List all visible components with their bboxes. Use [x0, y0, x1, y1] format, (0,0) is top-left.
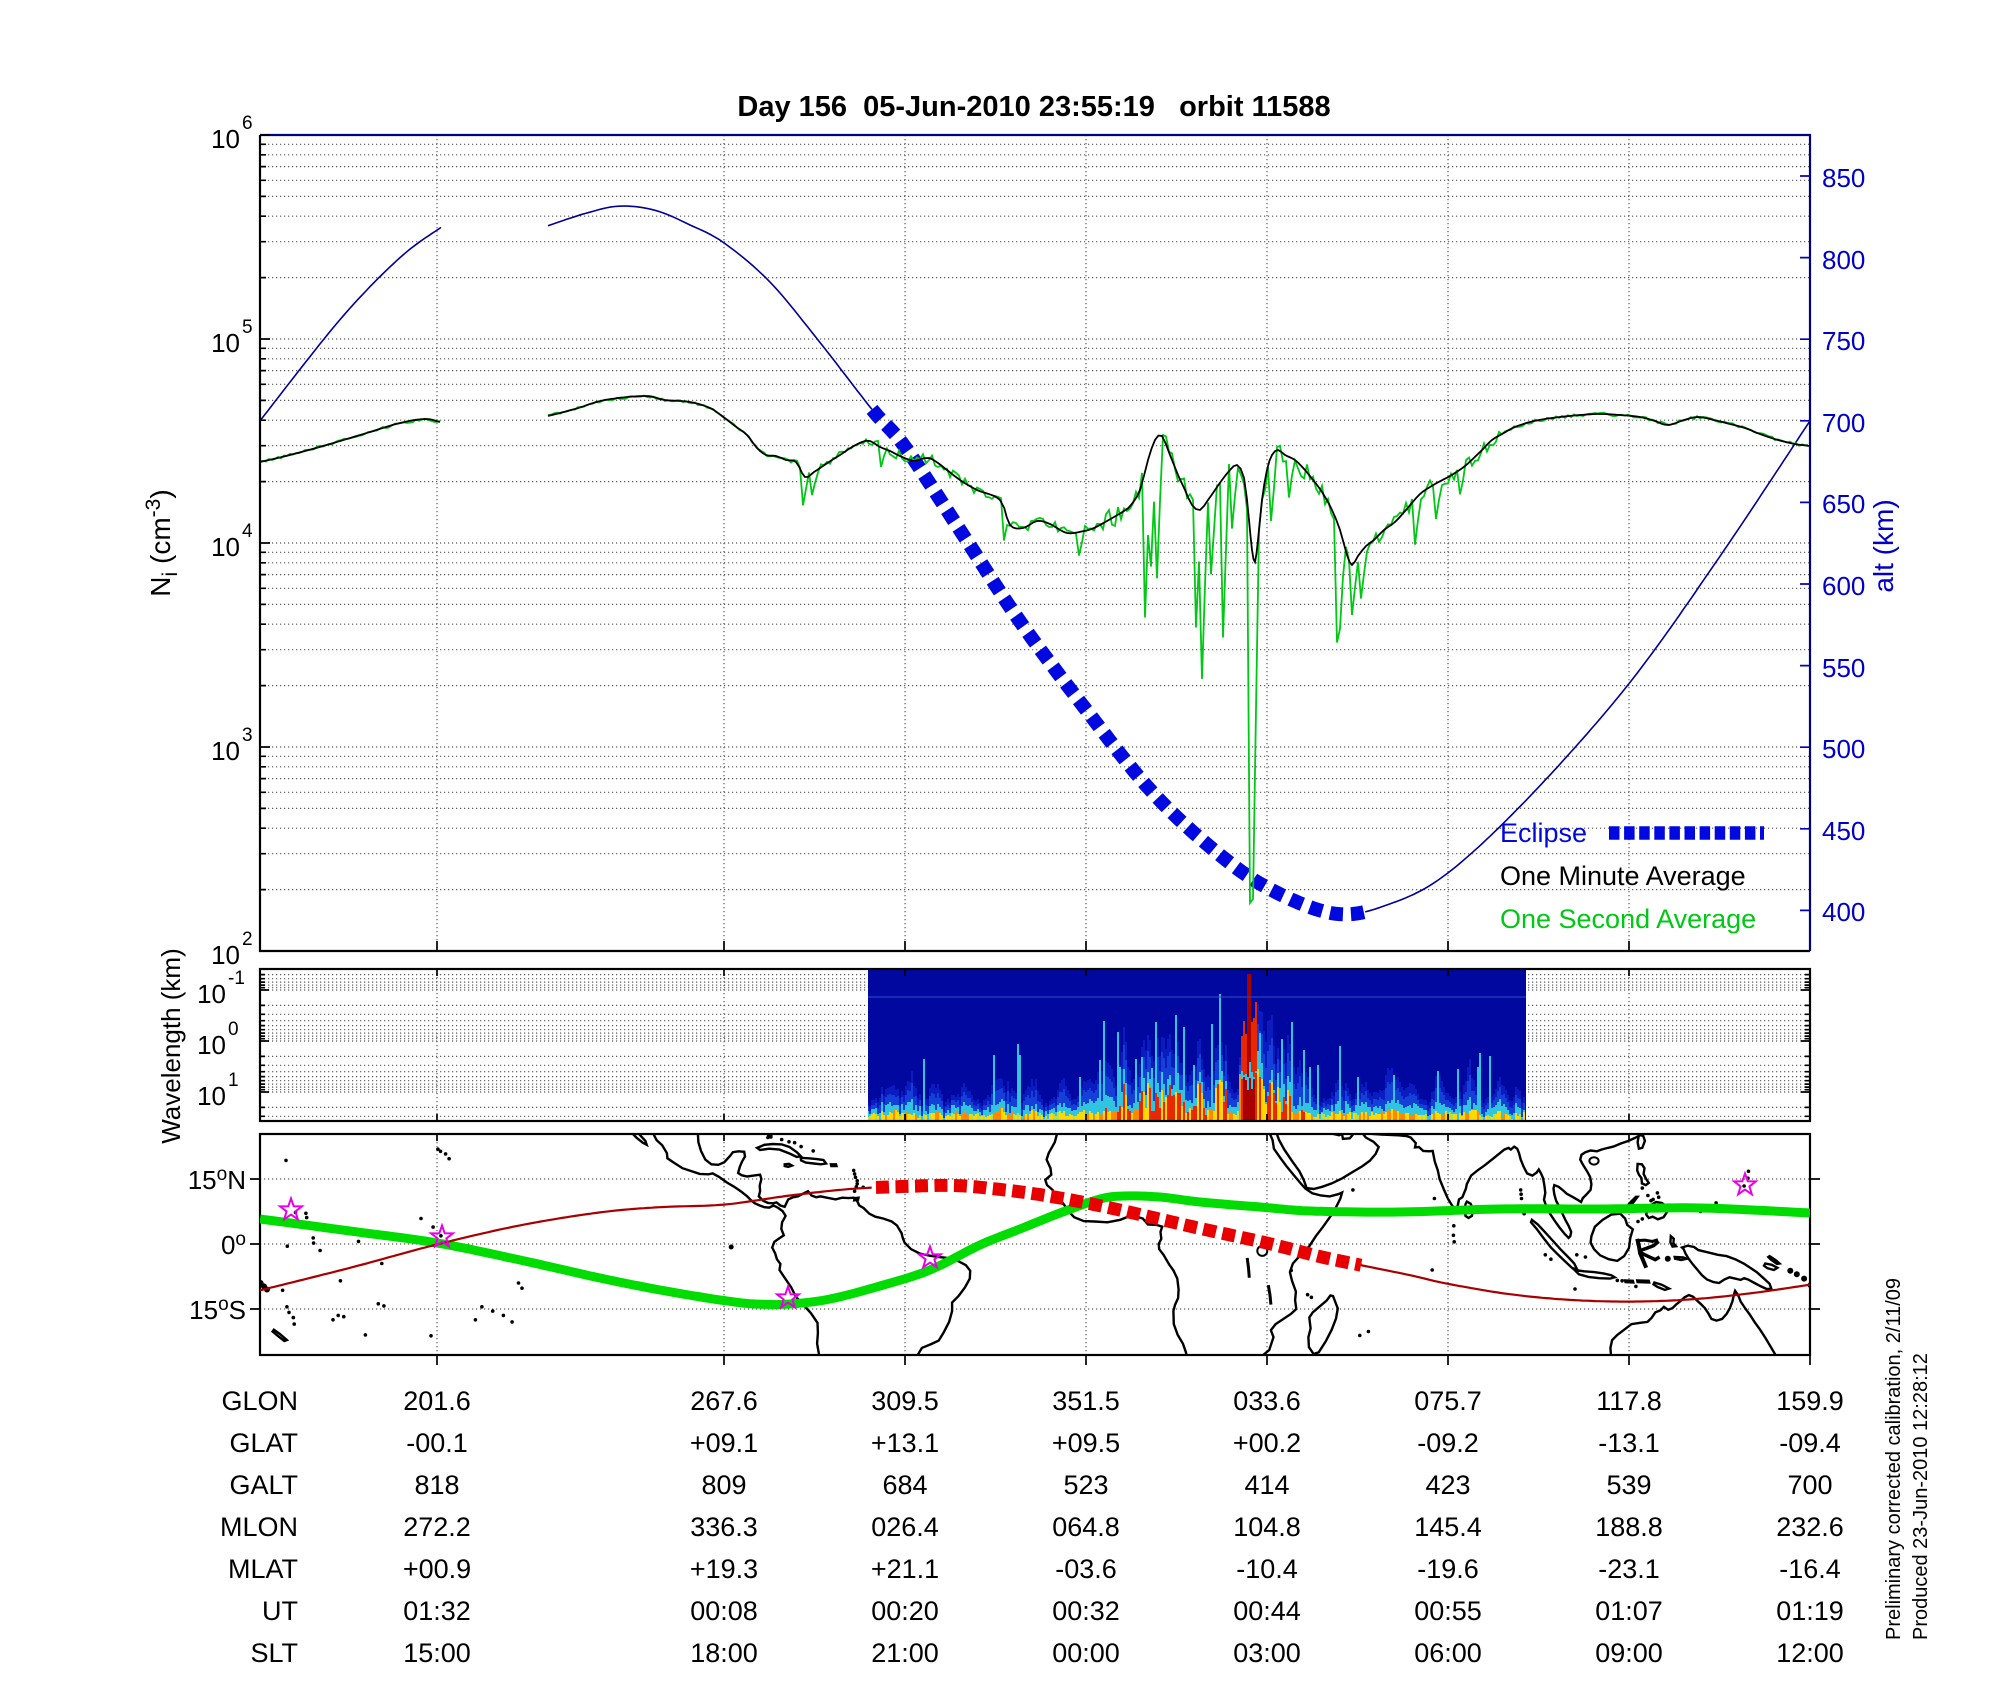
svg-text:Day 156 05-Jun-2010 23:55:19: Day 156 05-Jun-2010 23:55:19 orbit 11588 — [737, 91, 1330, 123]
svg-text:026.4: 026.4 — [871, 1512, 939, 1542]
svg-text:15oN: 15oN — [188, 1164, 246, 1195]
svg-text:033.6: 033.6 — [1233, 1386, 1301, 1416]
svg-text:10: 10 — [211, 328, 240, 358]
svg-text:1: 1 — [228, 1070, 239, 1091]
svg-text:-13.1: -13.1 — [1598, 1428, 1660, 1458]
svg-text:104.8: 104.8 — [1233, 1512, 1301, 1542]
svg-text:+00.9: +00.9 — [403, 1554, 471, 1584]
svg-text:10: 10 — [197, 979, 226, 1009]
svg-text:00:00: 00:00 — [1052, 1638, 1120, 1668]
svg-text:15oS: 15oS — [189, 1294, 246, 1325]
svg-text:818: 818 — [414, 1470, 459, 1500]
svg-text:10: 10 — [211, 736, 240, 766]
svg-text:00:20: 00:20 — [871, 1596, 939, 1626]
svg-text:+00.2: +00.2 — [1233, 1428, 1301, 1458]
svg-text:00:08: 00:08 — [690, 1596, 758, 1626]
svg-text:-1: -1 — [228, 968, 245, 989]
svg-text:Preliminary corrected calibrat: Preliminary corrected calibration, 2/11/… — [1883, 1278, 1905, 1640]
svg-text:4: 4 — [242, 521, 253, 542]
svg-text:075.7: 075.7 — [1414, 1386, 1482, 1416]
svg-text:2: 2 — [242, 929, 253, 950]
svg-text:00:55: 00:55 — [1414, 1596, 1482, 1626]
svg-text:MLON: MLON — [220, 1512, 298, 1542]
svg-text:Wavelength (km): Wavelength (km) — [156, 948, 186, 1144]
svg-text:423: 423 — [1425, 1470, 1470, 1500]
svg-text:GLON: GLON — [221, 1386, 298, 1416]
svg-text:18:00: 18:00 — [690, 1638, 758, 1668]
svg-text:21:00: 21:00 — [871, 1638, 939, 1668]
svg-text:10: 10 — [197, 1081, 226, 1111]
svg-text:5: 5 — [242, 317, 253, 338]
svg-text:336.3: 336.3 — [690, 1512, 758, 1542]
svg-text:+09.5: +09.5 — [1052, 1428, 1120, 1458]
svg-text:00:32: 00:32 — [1052, 1596, 1120, 1626]
svg-text:400: 400 — [1822, 897, 1865, 927]
svg-text:351.5: 351.5 — [1052, 1386, 1120, 1416]
svg-text:267.6: 267.6 — [690, 1386, 758, 1416]
svg-text:GLAT: GLAT — [229, 1428, 298, 1458]
svg-text:One Minute Average: One Minute Average — [1500, 861, 1746, 891]
svg-text:10: 10 — [211, 940, 240, 970]
svg-text:12:00: 12:00 — [1776, 1638, 1844, 1668]
svg-text:06:00: 06:00 — [1414, 1638, 1482, 1668]
svg-text:03:00: 03:00 — [1233, 1638, 1301, 1668]
svg-text:alt (km): alt (km) — [1868, 499, 1899, 592]
svg-text:117.8: 117.8 — [1596, 1386, 1662, 1416]
svg-text:309.5: 309.5 — [871, 1386, 939, 1416]
svg-text:-09.2: -09.2 — [1417, 1428, 1479, 1458]
svg-text:-09.4: -09.4 — [1779, 1428, 1841, 1458]
svg-text:064.8: 064.8 — [1052, 1512, 1120, 1542]
svg-text:700: 700 — [1787, 1470, 1832, 1500]
svg-text:3: 3 — [242, 725, 253, 746]
svg-text:232.6: 232.6 — [1776, 1512, 1844, 1542]
svg-text:-16.4: -16.4 — [1779, 1554, 1841, 1584]
svg-text:01:19: 01:19 — [1776, 1596, 1844, 1626]
svg-text:188.8: 188.8 — [1595, 1512, 1663, 1542]
svg-text:10: 10 — [197, 1030, 226, 1060]
svg-text:UT: UT — [262, 1596, 298, 1626]
svg-text:00:44: 00:44 — [1233, 1596, 1301, 1626]
svg-text:684: 684 — [882, 1470, 927, 1500]
svg-text:MLAT: MLAT — [228, 1554, 298, 1584]
svg-text:GALT: GALT — [229, 1470, 298, 1500]
svg-text:-00.1: -00.1 — [406, 1428, 468, 1458]
svg-text:201.6: 201.6 — [403, 1386, 471, 1416]
svg-text:800: 800 — [1822, 245, 1865, 275]
svg-text:10: 10 — [211, 124, 240, 154]
svg-text:0: 0 — [228, 1019, 239, 1040]
svg-text:6: 6 — [242, 113, 253, 134]
svg-text:750: 750 — [1822, 326, 1865, 356]
svg-text:15:00: 15:00 — [403, 1638, 471, 1668]
svg-text:650: 650 — [1822, 489, 1865, 519]
svg-text:850: 850 — [1822, 163, 1865, 193]
svg-text:+09.1: +09.1 — [690, 1428, 758, 1458]
svg-text:+19.3: +19.3 — [690, 1554, 758, 1584]
svg-text:-23.1: -23.1 — [1598, 1554, 1660, 1584]
svg-text:500: 500 — [1822, 734, 1865, 764]
svg-text:+21.1: +21.1 — [871, 1554, 939, 1584]
svg-text:523: 523 — [1063, 1470, 1108, 1500]
svg-text:One Second Average: One Second Average — [1500, 904, 1756, 934]
svg-text:159.9: 159.9 — [1776, 1386, 1844, 1416]
svg-text:10: 10 — [211, 532, 240, 562]
svg-text:-19.6: -19.6 — [1417, 1554, 1479, 1584]
svg-text:+13.1: +13.1 — [871, 1428, 939, 1458]
svg-text:600: 600 — [1822, 571, 1865, 601]
svg-text:-10.4: -10.4 — [1236, 1554, 1298, 1584]
svg-text:550: 550 — [1822, 653, 1865, 683]
svg-text:450: 450 — [1822, 816, 1865, 846]
svg-text:272.2: 272.2 — [403, 1512, 471, 1542]
svg-text:09:00: 09:00 — [1595, 1638, 1663, 1668]
svg-text:SLT: SLT — [250, 1638, 298, 1668]
svg-text:Eclipse: Eclipse — [1500, 818, 1587, 848]
svg-text:539: 539 — [1606, 1470, 1651, 1500]
svg-text:01:32: 01:32 — [403, 1596, 471, 1626]
svg-text:809: 809 — [701, 1470, 746, 1500]
svg-text:Produced 23-Jun-2010 12:28:12: Produced 23-Jun-2010 12:28:12 — [1910, 1353, 1932, 1640]
svg-text:414: 414 — [1244, 1470, 1289, 1500]
svg-text:145.4: 145.4 — [1414, 1512, 1482, 1542]
svg-text:01:07: 01:07 — [1595, 1596, 1663, 1626]
svg-text:-03.6: -03.6 — [1055, 1554, 1117, 1584]
svg-text:700: 700 — [1822, 408, 1865, 438]
